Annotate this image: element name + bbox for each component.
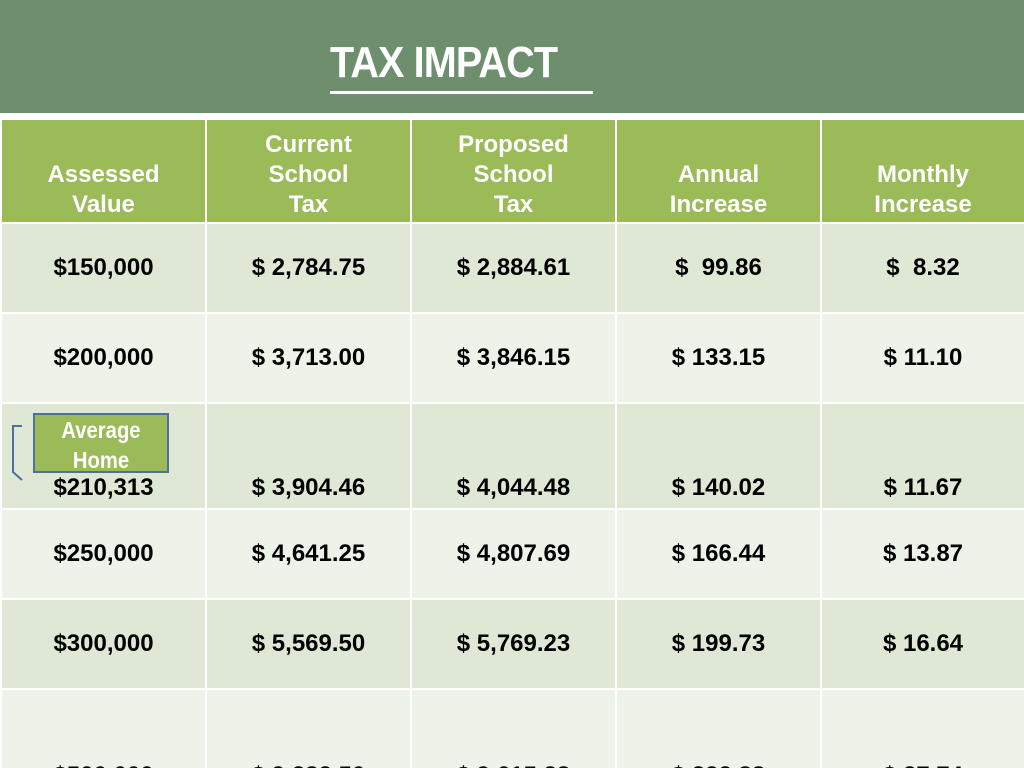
header-text: Monthly [877,161,969,188]
table-row: $250,000 $ 4,641.25 $ 4,807.69 $ 166.44 … [0,508,1024,600]
header-text: School [268,161,349,188]
header-proposed-school-tax: Proposed School Tax [410,118,617,224]
monthly-increase-cell: $ 13.87 [820,508,1024,600]
header-text: School [473,161,554,188]
annual-increase-cell: $ 140.02 [615,402,822,510]
annual-increase-cell: $ 133.15 [615,312,822,404]
table-row-average-home: $210,313 $ 3,904.46 $ 4,044.48 $ 140.02 … [0,402,1024,510]
assessed-value-cell: $500,000 [0,688,207,768]
proposed-tax-cell: $ 4,807.69 [410,508,617,600]
monthly-increase-cell: $ 16.64 [820,598,1024,690]
table-row: $200,000 $ 3,713.00 $ 3,846.15 $ 133.15 … [0,312,1024,404]
current-tax-cell: $ 3,713.00 [205,312,412,404]
table-row: $300,000 $ 5,569.50 $ 5,769.23 $ 199.73 … [0,598,1024,690]
proposed-tax-cell: $ 2,884.61 [410,222,617,314]
table-row: $150,000 $ 2,784.75 $ 2,884.61 $ 99.86 $… [0,222,1024,314]
header-text: Assessed [47,161,160,188]
monthly-increase-cell: $ 11.67 [820,402,1024,510]
assessed-value-cell: $200,000 [0,312,207,404]
annual-increase-cell: $ 99.86 [615,222,822,314]
average-home-callout: Average Home [33,413,169,473]
proposed-tax-cell: $ 4,044.48 [410,402,617,510]
current-tax-cell: $ 2,784.75 [205,222,412,314]
annual-increase-cell: $ 332.88 [615,688,822,768]
proposed-tax-cell: $ 3,846.15 [410,312,617,404]
proposed-tax-cell: $ 9,615.38 [410,688,617,768]
current-tax-cell: $ 3,904.46 [205,402,412,510]
bracket-icon [12,425,23,481]
header-assessed-value: Assessed Value [0,118,207,224]
header-text: Proposed [458,131,569,158]
title-bar [0,0,1024,113]
header-text: Annual [677,161,760,188]
annual-increase-cell: $ 166.44 [615,508,822,600]
callout-line-1: Average [61,417,141,443]
header-text: Value [72,191,135,218]
header-text: Tax [493,191,534,218]
title-underline [330,91,593,94]
monthly-increase-cell: $ 8.32 [820,222,1024,314]
current-tax-cell: $ 5,569.50 [205,598,412,690]
header-text: Increase [669,191,768,218]
slide-title: TAX IMPACT [330,38,558,87]
proposed-tax-cell: $ 5,769.23 [410,598,617,690]
assessed-value-cell: $300,000 [0,598,207,690]
header-row: Assessed Value Current School Tax Propos… [0,118,1024,224]
annual-increase-cell: $ 199.73 [615,598,822,690]
header-monthly-increase: Monthly Increase [820,118,1024,224]
callout-line-2: Home [72,447,130,473]
table-row: $500,000 $ 9,282.50 $ 9,615.38 $ 332.88 … [0,688,1024,768]
tax-impact-table: Assessed Value Current School Tax Propos… [0,118,1024,768]
monthly-increase-cell: $ 11.10 [820,312,1024,404]
header-text: Current [265,131,352,158]
header-text: Tax [288,191,329,218]
header-text: Increase [874,191,972,218]
current-tax-cell: $ 9,282.50 [205,688,412,768]
assessed-value-cell: $150,000 [0,222,207,314]
monthly-increase-cell: $ 27.74 [820,688,1024,768]
header-current-school-tax: Current School Tax [205,118,412,224]
assessed-value-cell: $250,000 [0,508,207,600]
header-annual-increase: Annual Increase [615,118,822,224]
current-tax-cell: $ 4,641.25 [205,508,412,600]
